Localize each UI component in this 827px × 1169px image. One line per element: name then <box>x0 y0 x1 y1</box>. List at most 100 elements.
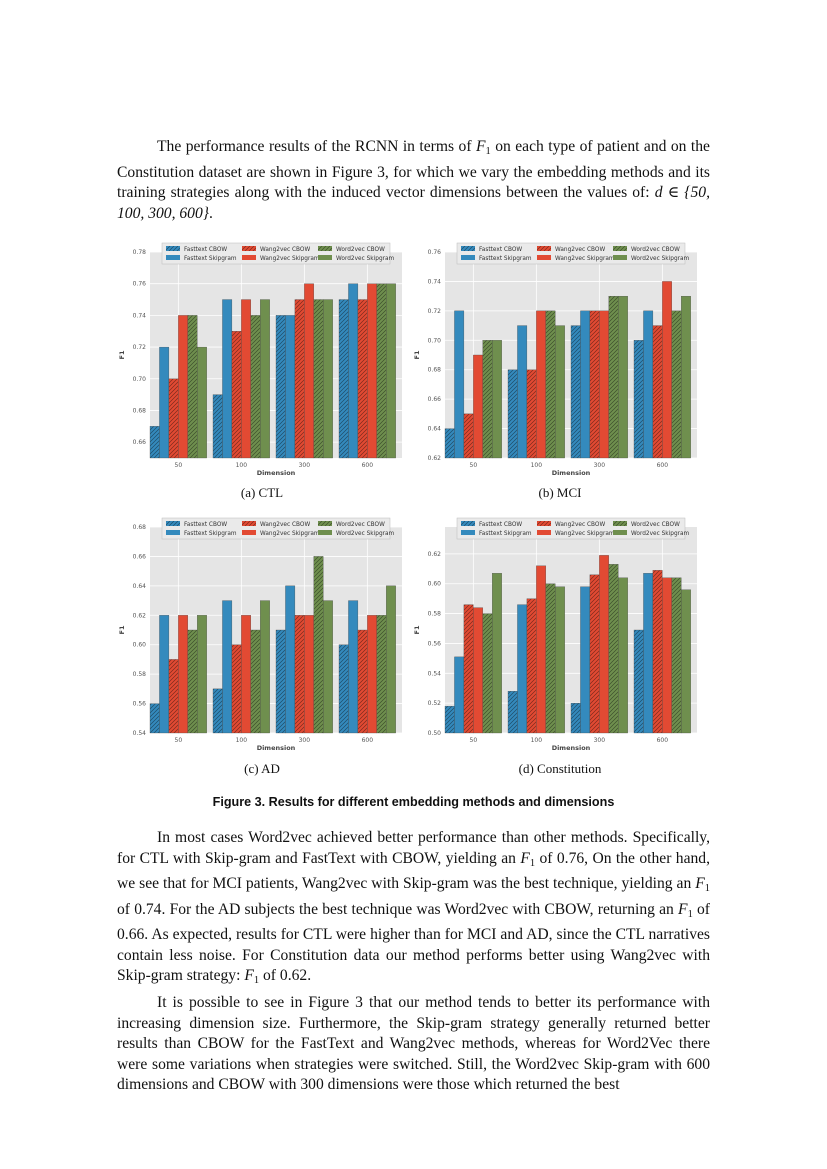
x-tick-label: 50 <box>175 737 183 744</box>
legend-swatch <box>537 246 551 251</box>
y-tick-label: 0.72 <box>133 344 147 351</box>
legend-label: Word2vec Skipgram <box>336 531 395 537</box>
bar <box>313 299 324 459</box>
bar <box>260 600 270 734</box>
f1-symbol: F1 <box>476 138 491 157</box>
legend-swatch <box>461 530 475 535</box>
y-tick-label: 0.64 <box>133 583 147 590</box>
bar <box>482 613 493 734</box>
bar <box>386 585 396 734</box>
y-tick-label: 0.78 <box>133 249 147 256</box>
legend-swatch <box>461 246 475 251</box>
bar <box>608 564 619 734</box>
bar <box>526 598 537 734</box>
chart-constitution-svg: 0.50 0.52 0.54 0.56 0.58 0.60 0.62 50 100 300 600 D… <box>413 517 697 752</box>
bar <box>652 570 663 734</box>
legend-swatch <box>166 530 180 535</box>
bar <box>376 283 387 459</box>
text: of <box>535 849 557 867</box>
value: 0.66 <box>117 926 145 943</box>
y-tick-label: 0.64 <box>428 426 442 433</box>
legend-swatch <box>242 530 256 535</box>
bar <box>681 589 691 734</box>
y-tick-label: 0.68 <box>133 407 147 414</box>
chart-mci-svg: 0.62 0.64 0.66 0.68 0.70 0.72 0.74 0.76 50 100 300… <box>413 242 697 477</box>
y-tick-label: 0.76 <box>428 249 442 256</box>
text: on each type of patient and on the Const… <box>117 138 710 201</box>
chart-ctl-svg: 0.66 0.68 0.70 0.72 0.74 0.76 0.78 50 100 300 600 D… <box>118 242 402 477</box>
bar <box>454 310 465 459</box>
f-subscript: 1 <box>485 146 491 157</box>
legend: Fasttext CBOW Fasttext Skipgram Wang2vec C… <box>456 517 690 540</box>
y-tick-label: 0.56 <box>133 701 147 708</box>
text: . As expected, results for CTL were high… <box>117 926 710 984</box>
value: 0.62 <box>279 967 308 984</box>
x-tick-label: 100 <box>531 737 543 744</box>
legend-label: Fasttext CBOW <box>184 247 227 253</box>
x-tick-label: 600 <box>657 737 669 744</box>
legend-swatch <box>613 530 627 535</box>
bar <box>507 369 518 459</box>
bar <box>589 574 600 734</box>
y-axis-label: F1 <box>118 625 126 634</box>
bar <box>618 295 628 459</box>
y-tick-label: 0.62 <box>133 612 147 619</box>
legend-label: Word2vec CBOW <box>336 522 385 528</box>
legend-swatch <box>537 255 551 260</box>
bar <box>618 577 628 734</box>
bar <box>275 629 286 734</box>
legend-label: Fasttext Skipgram <box>184 256 237 262</box>
y-tick-label: 0.68 <box>133 524 147 531</box>
bar <box>294 299 305 459</box>
bar <box>536 565 546 734</box>
text: . <box>307 967 312 984</box>
bar <box>178 615 188 734</box>
bar <box>555 586 565 734</box>
bar <box>492 340 502 459</box>
x-tick-label: 50 <box>470 737 478 744</box>
legend-label: Fasttext Skipgram <box>184 531 237 537</box>
subcaption-ctl: (a) CTL <box>240 485 284 500</box>
bar <box>348 600 359 734</box>
y-tick-label: 0.66 <box>133 439 147 446</box>
text: of <box>117 900 135 918</box>
dimension-set-math: d ∈ {50, 100, 300, 600} <box>117 184 710 222</box>
x-axis-label: Dimension <box>257 744 296 752</box>
bar <box>671 310 682 459</box>
y-tick-label: 0.54 <box>428 670 442 677</box>
bar <box>652 325 663 459</box>
bar <box>662 281 672 459</box>
bar <box>386 283 396 459</box>
y-tick-label: 0.60 <box>133 642 147 649</box>
bar <box>197 615 207 734</box>
legend-swatch <box>318 521 332 526</box>
bar <box>285 315 296 459</box>
text: The performance results of the RCNN in t… <box>157 138 476 155</box>
x-tick-label: 600 <box>362 462 374 469</box>
bar <box>275 315 286 459</box>
bar <box>323 299 333 459</box>
x-tick-label: 50 <box>470 462 478 469</box>
bar <box>545 583 556 734</box>
legend-swatch <box>537 521 551 526</box>
text: . <box>209 204 213 222</box>
bar <box>285 585 296 734</box>
text: , On the other hand, we see that for MCI… <box>117 849 710 893</box>
legend-swatch <box>318 246 332 251</box>
legend-swatch <box>318 530 332 535</box>
bar <box>492 573 502 734</box>
legend-box <box>456 517 686 540</box>
bar <box>599 555 609 734</box>
results-paragraph: In most cases Word2vec achieved better p… <box>117 828 710 992</box>
legend-swatch <box>461 255 475 260</box>
bar <box>197 346 207 459</box>
legend-box <box>161 517 391 540</box>
bar <box>250 629 261 734</box>
bar <box>222 299 233 459</box>
bar <box>589 310 600 459</box>
bar <box>222 600 233 734</box>
f1-symbol: F1 <box>520 849 536 869</box>
text: . For the AD subjects the best technique… <box>161 900 679 918</box>
y-tick-label: 0.60 <box>428 581 442 588</box>
chart-mci: 0.62 0.64 0.66 0.68 0.70 0.72 0.74 0.76 50 100 300… <box>407 240 707 480</box>
